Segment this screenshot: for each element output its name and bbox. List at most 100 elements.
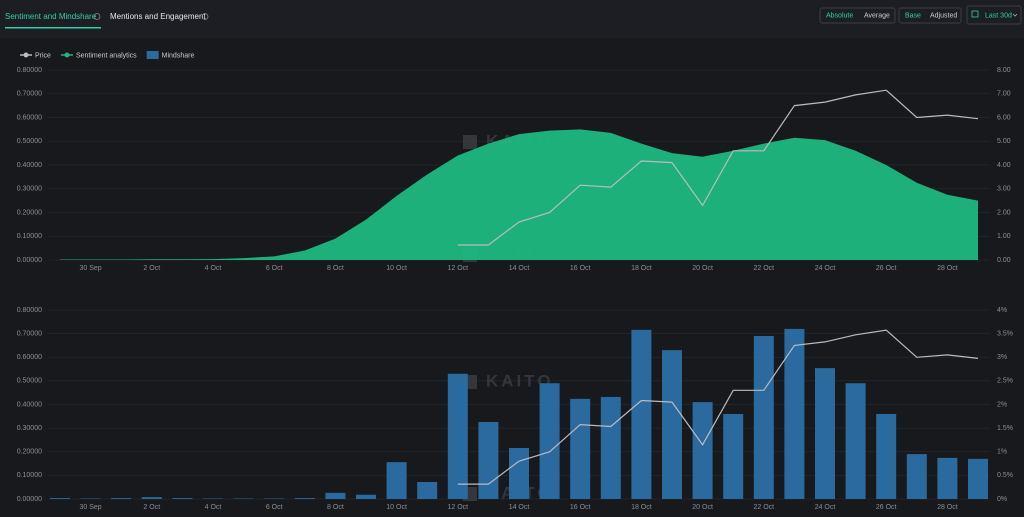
y-tick-label: 0.00000 (17, 257, 42, 264)
y-tick-label: 0.50000 (17, 378, 42, 385)
x-tick-label: 4 Oct (205, 504, 222, 511)
x-tick-label: 30 Sep (80, 265, 102, 272)
y-tick-label: 0.40000 (17, 162, 42, 169)
range-select[interactable] (966, 5, 1022, 25)
legend-label: Sentiment analytics (76, 52, 137, 59)
x-tick-label: 6 Oct (266, 504, 283, 511)
y2-tick-label: 2% (997, 401, 1007, 408)
bar (845, 383, 866, 499)
y2-tick-label: 2.00 (997, 209, 1011, 216)
bar (50, 498, 70, 499)
info-icon (201, 13, 209, 20)
y2-tick-label: 0.00 (997, 257, 1011, 264)
button-absolute[interactable]: Absolute (826, 12, 853, 19)
y-tick-label: 0.00000 (17, 496, 42, 503)
y-tick-label: 0.60000 (17, 354, 42, 361)
area (60, 129, 978, 260)
calendar-icon (971, 10, 979, 18)
x-tick-label: 12 Oct (447, 504, 468, 511)
y-tick-label: 0.70000 (17, 330, 42, 337)
x-tick-label: 24 Oct (815, 504, 836, 511)
x-tick-label: 8 Oct (327, 504, 344, 511)
y-tick-label: 0.20000 (17, 209, 42, 216)
watermark-logo (463, 135, 477, 149)
y2-tick-label: 2.5% (997, 378, 1013, 385)
button-group (898, 7, 962, 24)
tab-underline (5, 27, 101, 29)
y2-tick-label: 0% (997, 496, 1007, 503)
bar (386, 462, 407, 499)
y2-tick-label: 1% (997, 449, 1007, 456)
tab[interactable]: Mentions and Engagement (110, 12, 206, 21)
x-tick-label: 14 Oct (509, 265, 530, 272)
bar (692, 402, 713, 499)
bar (141, 497, 162, 499)
bar (662, 350, 682, 499)
legend-dot (23, 52, 29, 58)
x-tick-label: 18 Oct (631, 265, 652, 272)
y2-tick-label: 3% (997, 354, 1007, 361)
bar (447, 373, 468, 499)
y-tick-label: 0.40000 (17, 401, 42, 408)
y2-tick-label: 8.00 (997, 67, 1011, 74)
range-label[interactable]: Last 30d (985, 12, 1012, 19)
x-tick-label: 28 Oct (937, 265, 958, 272)
x-tick-label: 14 Oct (509, 504, 530, 511)
x-tick-label: 20 Oct (692, 265, 713, 272)
x-tick-label: 26 Oct (876, 265, 897, 272)
x-tick-label: 2 Oct (143, 504, 160, 511)
y-tick-label: 0.30000 (17, 425, 42, 432)
watermark: KAITO (486, 371, 554, 390)
bar (172, 498, 193, 499)
x-tick-label: 8 Oct (327, 265, 344, 272)
y2-tick-label: 6.00 (997, 114, 1011, 121)
y2-tick-label: 4% (997, 307, 1007, 314)
x-tick-label: 20 Oct (692, 504, 713, 511)
y-tick-label: 0.10000 (17, 472, 42, 479)
button-group (819, 7, 896, 24)
y2-tick-label: 3.5% (997, 330, 1013, 337)
y2-tick-label: 1.5% (997, 425, 1013, 432)
y2-tick-label: 1.00 (997, 233, 1011, 240)
y-tick-label: 0.20000 (17, 449, 42, 456)
bar (968, 458, 988, 499)
x-tick-label: 16 Oct (570, 265, 591, 272)
y2-tick-label: 7.00 (997, 91, 1011, 98)
x-tick-label: 10 Oct (386, 504, 407, 511)
bar (478, 421, 499, 499)
button-base[interactable]: Base (905, 12, 921, 19)
y-tick-label: 0.30000 (17, 186, 42, 193)
button-average[interactable]: Average (864, 12, 890, 19)
y-tick-label: 0.60000 (17, 114, 42, 121)
x-tick-label: 18 Oct (631, 504, 652, 511)
x-tick-label: 12 Oct (447, 265, 468, 272)
bar (570, 398, 591, 499)
x-tick-label: 26 Oct (876, 504, 897, 511)
bar (325, 492, 346, 499)
bar (539, 383, 560, 499)
y2-tick-label: 3.00 (997, 186, 1011, 193)
dropdown-caret (1012, 13, 1018, 17)
bar (294, 498, 315, 499)
info-icon (93, 13, 101, 20)
tab-active[interactable]: Sentiment and Mindshare (5, 12, 97, 21)
bar (876, 413, 897, 499)
x-tick-label: 24 Oct (815, 265, 836, 272)
bar (937, 457, 958, 499)
y-tick-label: 0.80000 (17, 307, 42, 314)
x-tick-label: 10 Oct (386, 265, 407, 272)
bar (631, 329, 652, 499)
bar (111, 498, 132, 499)
x-tick-label: 28 Oct (937, 504, 958, 511)
bar (600, 396, 621, 499)
bar (417, 481, 438, 499)
y-tick-label: 0.10000 (17, 233, 42, 240)
y2-tick-label: 5.00 (997, 138, 1011, 145)
bar (723, 413, 744, 499)
button-adjusted[interactable]: Adjusted (930, 12, 957, 19)
line (457, 89, 979, 246)
bar (815, 368, 835, 499)
x-tick-label: 22 Oct (753, 265, 774, 272)
x-tick-label: 2 Oct (143, 265, 160, 272)
y-tick-label: 0.70000 (17, 91, 42, 98)
